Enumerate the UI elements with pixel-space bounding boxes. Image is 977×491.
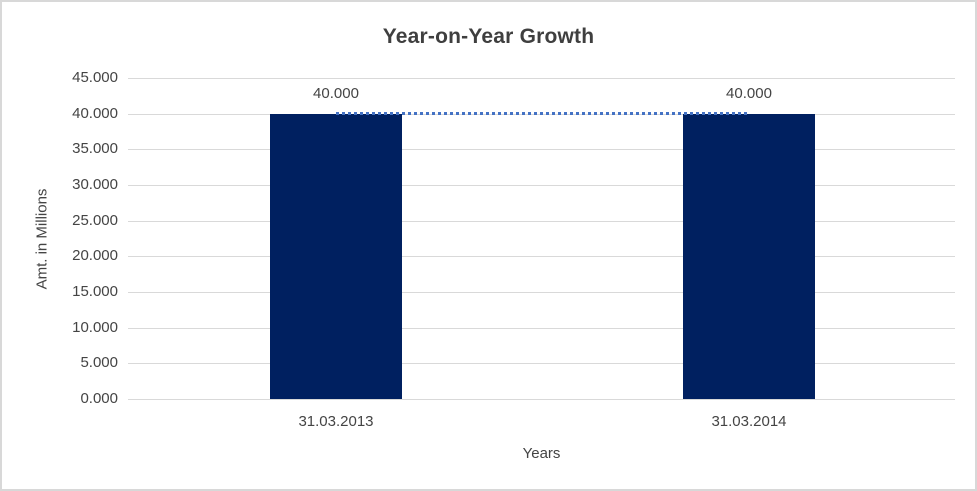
y-axis-title: Amt. in Millions [33, 188, 51, 290]
y-tick-label: 15.000 [72, 283, 118, 300]
x-axis-line [128, 399, 955, 400]
y-tick-label: 35.000 [72, 140, 118, 158]
bar-31.03.2013[interactable] [270, 113, 402, 399]
gridline [128, 363, 955, 365]
y-tick-label: 25.000 [72, 211, 118, 229]
x-category-label: 31.03.2014 [711, 413, 787, 430]
y-tick-label: 20.000 [72, 247, 118, 265]
gridline [128, 149, 955, 151]
gridline [128, 256, 955, 258]
y-tick-label: 0.000 [80, 390, 118, 407]
x-category-label: 31.03.2013 [298, 413, 374, 430]
y-tick-label: 10.000 [72, 318, 118, 336]
dotted-trend-line[interactable] [336, 111, 749, 115]
gridline [128, 327, 955, 329]
chart-title: Year-on-Year Growth [382, 25, 595, 48]
y-tick-label: 45.000 [72, 69, 118, 86]
x-axis-title: Years [522, 445, 561, 462]
y-tick-label: 5.000 [80, 354, 118, 372]
gridline [128, 292, 955, 293]
bar-31.03.2014[interactable] [683, 113, 815, 399]
y-tick-label: 40.000 [72, 104, 118, 122]
gridline [128, 220, 955, 222]
data-label: 40.000 [313, 84, 359, 102]
y-tick-label: 30.000 [72, 176, 118, 193]
data-label: 40.000 [726, 84, 772, 102]
gridline [128, 185, 955, 186]
gridline [128, 78, 955, 79]
